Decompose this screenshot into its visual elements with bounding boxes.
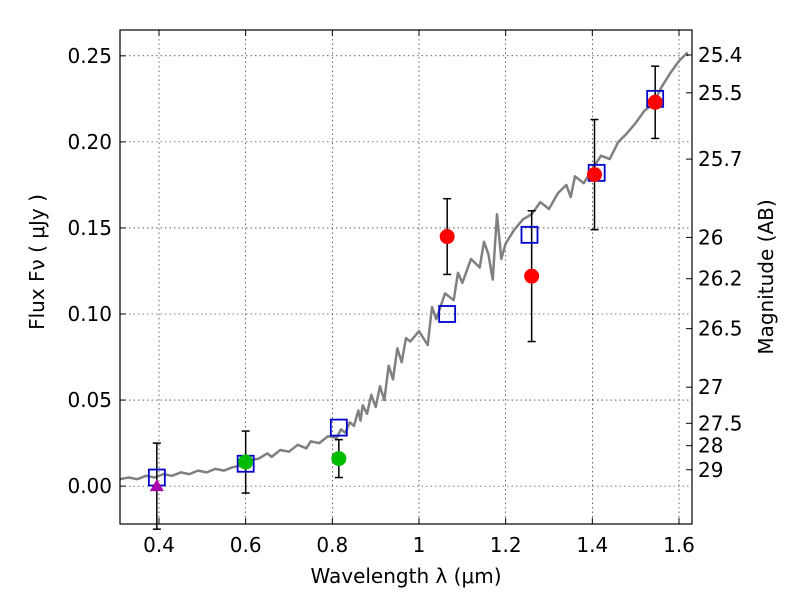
data-point [238, 454, 254, 470]
right-tick-label: 27 [698, 375, 723, 399]
x-tick-label: 0.8 [316, 533, 348, 557]
right-tick-label: 26.2 [698, 267, 743, 291]
axes-frame [119, 29, 693, 525]
x-axis-title: Wavelength λ (μm) [310, 564, 501, 588]
right-tick-label: 28 [698, 434, 723, 458]
y-axis-title: Flux Fν ( μJy ) [25, 194, 49, 330]
data-point [331, 451, 347, 467]
right-tick-label: 26 [698, 225, 723, 249]
x-tick-label: 1 [413, 533, 426, 557]
data-point [439, 229, 455, 245]
y-tick-label: 0.20 [67, 130, 112, 154]
right-tick-label: 25.4 [698, 43, 743, 67]
y-tick-label: 0.00 [67, 474, 112, 498]
x-tick-label: 1.2 [490, 533, 522, 557]
data-point [647, 94, 663, 110]
x-tick-label: 1.4 [576, 533, 608, 557]
x-tick-label: 1.6 [663, 533, 695, 557]
y-tick-label: 0.25 [67, 44, 112, 68]
x-tick-label: 0.4 [143, 533, 175, 557]
model-square [438, 305, 457, 323]
axis-ticks: 0.4 0.6 0.8 1 1.2 1.4 1.6 0.00 0.05 0.10 0.15 0.20 0… [67, 30, 743, 557]
grid-lines [120, 30, 692, 524]
right-tick-label: 25.5 [698, 81, 743, 105]
data-point [587, 167, 602, 183]
y-tick-label: 0.15 [67, 216, 112, 240]
plot-area [119, 51, 689, 530]
x-tick-label: 0.6 [230, 533, 262, 557]
upper-limit-triangle [149, 479, 164, 492]
y-tick-label: 0.05 [67, 388, 112, 412]
right-tick-label: 29 [698, 458, 723, 482]
right-tick-label: 25.7 [698, 147, 743, 171]
model-square [520, 225, 539, 244]
data-point [524, 268, 540, 284]
model-square [329, 418, 348, 437]
y-axis-right-title: Magnitude (AB) [754, 199, 778, 354]
y-tick-label: 0.10 [67, 302, 112, 326]
right-tick-label: 27.5 [698, 411, 743, 435]
spectrum-line [119, 51, 689, 481]
right-tick-label: 26.5 [698, 317, 743, 341]
